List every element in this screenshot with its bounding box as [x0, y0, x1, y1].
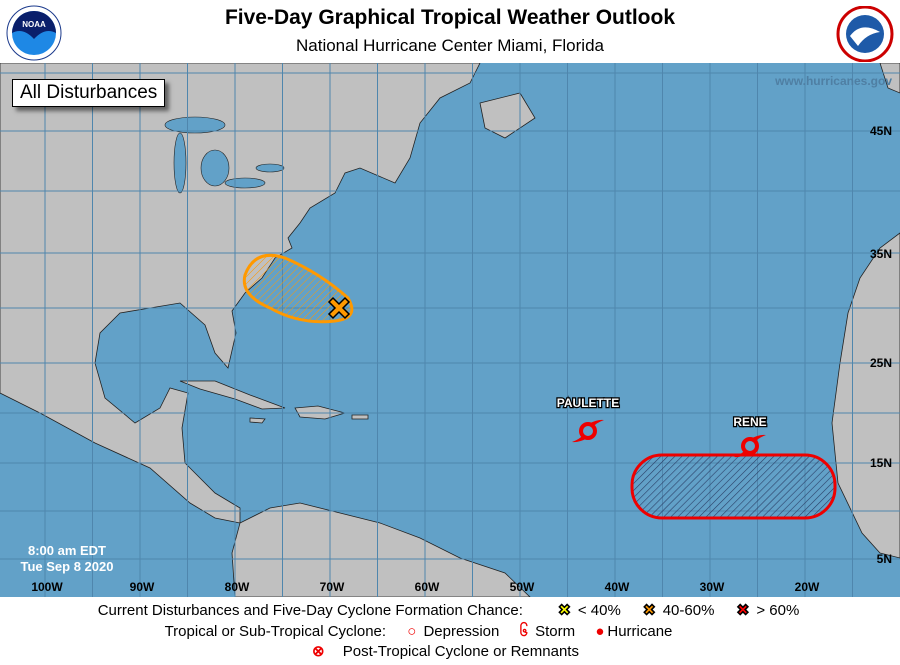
longitude-label: 100W [31, 580, 63, 594]
jamaica [249, 417, 266, 424]
storm-name-label: RENE [733, 415, 766, 429]
disturbance-x-medium[interactable] [327, 296, 351, 320]
legend-post-tropical: ⊗ Post-Tropical Cyclone or Remnants [0, 642, 897, 660]
latitude-label: 15N [870, 456, 892, 470]
x-red-icon: ✖ [736, 602, 750, 620]
svg-text:NOAA: NOAA [22, 20, 46, 29]
north-america [0, 63, 481, 524]
latitude-labels: 45N 35N 25N 15N 5N [870, 124, 892, 566]
legend-label: Current Disturbances and Five-Day Cyclon… [97, 602, 523, 619]
longitude-label: 40W [605, 580, 630, 594]
land [0, 63, 900, 597]
issued-time: 8:00 am EDT [27, 543, 107, 558]
puerto-rico [351, 414, 369, 420]
issued-timestamp: 8:00 am EDT Tue Sep 8 2020 [12, 543, 122, 575]
longitude-label: 30W [700, 580, 725, 594]
latitude-label: 45N [870, 124, 892, 138]
depression-icon: ○ [407, 623, 417, 640]
longitude-label: 20W [795, 580, 820, 594]
tropical-storm-icon [734, 434, 766, 458]
post-tropical-icon: ⊗ [312, 643, 325, 660]
longitude-label: 50W [510, 580, 535, 594]
page-title: Five-Day Graphical Tropical Weather Outl… [224, 6, 676, 29]
longitude-label: 80W [225, 580, 250, 594]
legend-low: < 40% [577, 602, 621, 619]
nws-logo [836, 6, 894, 62]
longitude-labels: 100W 90W 80W 70W 60W 50W 40W 30W 20W [31, 580, 820, 594]
latitude-label: 5N [877, 552, 892, 566]
x-orange-icon: ✖ [642, 602, 656, 620]
watermark: www.hurricanes.gov [774, 74, 892, 88]
lat-lon-grid [0, 63, 900, 597]
x-yellow-icon: ✖ [558, 602, 572, 620]
longitude-label: 90W [130, 580, 155, 594]
issued-date: Tue Sep 8 2020 [20, 559, 114, 574]
legend-depression: Depression [423, 623, 500, 640]
tropical-storm-icon [572, 419, 604, 443]
legend-hurricane: Hurricane [607, 623, 673, 640]
storm-rene[interactable]: RENE [732, 414, 768, 458]
page-subtitle: National Hurricane Center Miami, Florida [295, 36, 604, 55]
legend-label: Tropical or Sub-Tropical Cyclone: [164, 623, 387, 640]
legend-post-tropical-label: Post-Tropical Cyclone or Remnants [342, 643, 579, 660]
africa [831, 232, 900, 559]
disturbance-area-medium[interactable] [242, 253, 354, 324]
noaa-logo: NOAA [6, 5, 62, 61]
legend-storm: Storm [535, 623, 576, 640]
latitude-label: 35N [870, 247, 892, 261]
view-label: All Disturbances [12, 79, 166, 107]
cuba [179, 380, 286, 410]
legend-medium: 40-60% [662, 602, 715, 619]
legend-high: > 60% [756, 602, 800, 619]
disturbance-area-high[interactable] [630, 453, 837, 520]
storm-paulette[interactable]: PAULETTE [556, 395, 620, 443]
iberia [879, 63, 900, 94]
hurricane-icon: ● [595, 623, 605, 640]
legend-formation-chance: Current Disturbances and Five-Day Cyclon… [0, 601, 900, 620]
outlook-map: PAULETTE RENE www.hurricanes.gov 100W 90W… [0, 63, 900, 597]
legend-cyclone-types: Tropical or Sub-Tropical Cyclone: ○ Depr… [0, 622, 870, 644]
longitude-label: 60W [415, 580, 440, 594]
storm-icon: ၆ [519, 623, 528, 640]
longitude-label: 70W [320, 580, 345, 594]
great-lakes [164, 116, 285, 194]
latitude-label: 25N [870, 356, 892, 370]
storm-name-label: PAULETTE [557, 396, 619, 410]
